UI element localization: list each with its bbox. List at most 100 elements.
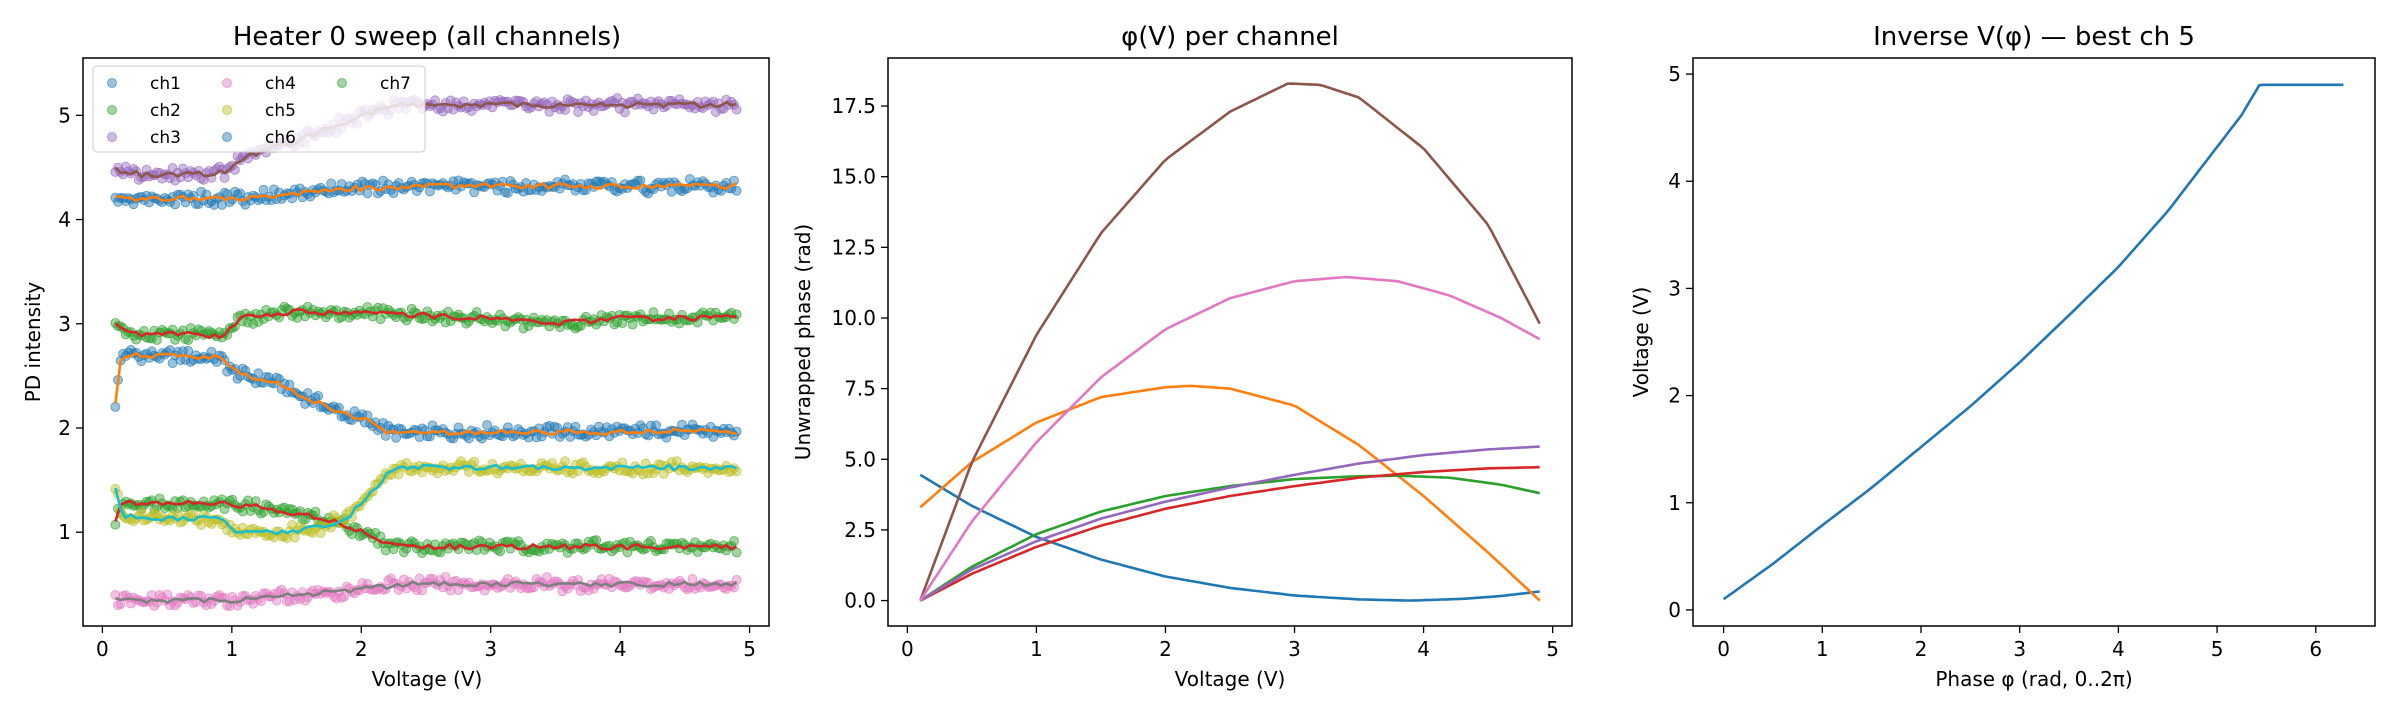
y-tick-label: 0: [1668, 598, 1681, 622]
series-ch1-markers: [110, 345, 742, 444]
x-tick-label: 5: [743, 637, 756, 661]
data-point: [126, 345, 136, 355]
plot-area: [919, 82, 1541, 602]
y-tick-label: 5: [1668, 62, 1681, 86]
data-point: [560, 456, 570, 467]
y-tick-label: 2: [1668, 384, 1681, 408]
y-tick-label: 1: [58, 520, 71, 544]
y-axis-label: Voltage (V): [1629, 287, 1653, 398]
data-point: [302, 388, 313, 398]
data-point: [463, 433, 474, 444]
data-point: [256, 508, 266, 519]
legend-marker: [222, 105, 232, 115]
series-ch7-trend-line: [114, 307, 737, 340]
data-point: [120, 161, 131, 172]
data-point: [635, 175, 646, 186]
y-tick-label: 1: [1668, 491, 1681, 515]
series-ch4-markers: [110, 572, 742, 612]
data-point: [731, 426, 742, 437]
data-point: [183, 335, 194, 346]
data-point: [326, 178, 337, 189]
chart-title: Heater 0 sweep (all channels): [233, 22, 621, 52]
data-point: [315, 528, 326, 538]
x-tick-label: 2: [1159, 637, 1172, 661]
y-tick-label: 4: [1668, 169, 1681, 193]
series-ch7-markers: [110, 301, 742, 346]
data-point: [500, 321, 511, 332]
x-tick-label: 4: [2112, 637, 2125, 661]
x-tick-label: 3: [484, 637, 497, 661]
y-tick-label: 15.0: [831, 165, 876, 189]
y-tick-label: 2.5: [844, 518, 876, 542]
x-tick-label: 0: [901, 637, 914, 661]
data-point: [336, 592, 347, 603]
data-point: [731, 185, 742, 196]
data-point: [417, 467, 428, 478]
data-point: [300, 595, 311, 606]
series-ch4-trend-line: [114, 580, 738, 605]
y-tick-label: 5.0: [844, 447, 876, 471]
data-point: [666, 186, 677, 197]
series-line-1: [919, 473, 1540, 602]
series-ch3-trend-line: [114, 100, 737, 179]
x-tick-label: 1: [225, 637, 238, 661]
data-point: [209, 199, 220, 210]
plot-area: [1722, 83, 2344, 601]
axis-ticks: 0 1 2 3 4 5 1 2 3 4 5: [58, 103, 756, 661]
y-tick-label: 12.5: [831, 235, 876, 259]
data-point: [708, 431, 719, 442]
data-point: [432, 468, 443, 479]
data-point: [482, 420, 492, 430]
data-point: [113, 600, 123, 611]
y-tick-label: 2: [58, 416, 71, 440]
data-point: [645, 536, 656, 546]
x-tick-label: 5: [1546, 637, 1559, 661]
legend-label: ch4: [265, 74, 296, 94]
y-tick-label: 0.0: [844, 589, 876, 613]
x-tick-label: 1: [1816, 637, 1829, 661]
series-line-3: [919, 474, 1540, 602]
legend-label: ch5: [265, 101, 296, 121]
series-line-6: [919, 82, 1541, 602]
legend-label: ch3: [150, 128, 181, 148]
data-point: [729, 536, 739, 546]
x-tick-label: 2: [355, 637, 368, 661]
series-line-5: [919, 445, 1540, 602]
x-tick-label: 2: [1915, 637, 1928, 661]
series-line-2: [919, 384, 1541, 602]
x-tick-label: 0: [96, 637, 109, 661]
data-point: [136, 506, 147, 517]
axis-ticks: 0 1 2 3 4 5 6 0 1 2 3 4 5: [1668, 62, 2322, 661]
x-tick-label: 0: [1717, 637, 1730, 661]
data-point: [469, 456, 479, 467]
data-point: [393, 469, 404, 480]
series-ch1-trend-line: [114, 351, 737, 437]
data-point: [648, 307, 659, 318]
data-point: [687, 574, 698, 584]
data-point: [219, 187, 230, 198]
data-point: [565, 431, 576, 442]
y-tick-label: 10.0: [831, 306, 876, 330]
data-point: [378, 418, 389, 428]
chart-title: Inverse V(φ) — best ch 5: [1873, 22, 2195, 52]
x-tick-label: 6: [2309, 637, 2322, 661]
data-point: [258, 184, 269, 195]
panel-heater-sweep: Heater 0 sweep (all channels) Voltage (V…: [21, 22, 770, 691]
legend-marker: [222, 78, 232, 88]
x-tick-label: 3: [1288, 637, 1301, 661]
legend-label: ch2: [150, 101, 181, 121]
data-point: [560, 105, 570, 115]
data-point: [354, 531, 365, 542]
data-point: [541, 422, 552, 432]
x-axis-label: Phase φ (rad, 0..2π): [1935, 667, 2132, 691]
data-point: [731, 547, 742, 558]
y-tick-label: 17.5: [831, 94, 876, 118]
data-point: [495, 546, 505, 557]
data-point: [196, 520, 207, 530]
x-tick-label: 5: [2211, 637, 2224, 661]
data-point: [224, 162, 235, 172]
series-line-7: [919, 275, 1541, 602]
data-point: [731, 104, 742, 115]
y-axis-label: Unwrapped phase (rad): [791, 224, 815, 460]
